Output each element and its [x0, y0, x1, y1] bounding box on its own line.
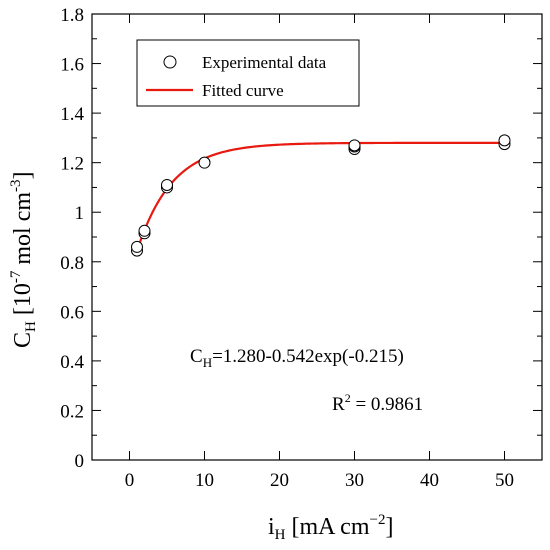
legend-marker-experimental — [163, 55, 177, 69]
data-point — [131, 240, 143, 253]
legend-label-fitted: Fitted curve — [202, 81, 284, 100]
x-tick-label: 40 — [420, 470, 439, 491]
legend: Experimental data Fitted curve — [136, 39, 360, 107]
y-tick-label: 0.6 — [60, 302, 84, 323]
y-tick-label: 1.8 — [60, 5, 84, 26]
x-tick-label: 30 — [345, 470, 364, 491]
axis-ticks — [92, 13, 542, 461]
y-tick-label: 1 — [75, 203, 85, 224]
x-axis-label: iH [mA cm−2] — [268, 512, 393, 543]
x-tick-label: 10 — [195, 470, 214, 491]
legend-box — [136, 39, 360, 107]
y-tick-label: 0 — [75, 451, 85, 472]
y-tick-label: 1.2 — [60, 154, 84, 175]
data-points-layer — [131, 134, 511, 257]
x-tick-label: 0 — [125, 470, 135, 491]
data-point — [498, 134, 511, 147]
legend-label-experimental: Experimental data — [202, 53, 327, 72]
data-point — [138, 224, 151, 237]
r-squared-annotation: R2 = 0.9861 — [332, 391, 423, 415]
y-axis-label: CH [10-7 mol cm-3] — [8, 171, 39, 348]
y-tick-label: 0.2 — [60, 401, 84, 422]
data-point — [348, 139, 361, 152]
fitted-curve-line — [135, 141, 505, 252]
y-tick-label: 1.4 — [60, 104, 84, 125]
y-tick-label: 1.6 — [60, 55, 84, 76]
data-point — [198, 156, 211, 169]
tick-labels: 0 10 20 30 40 50 0 0.2 0.4 0.6 0.8 1 1.2 1.4 1.6 1.8 — [60, 5, 514, 491]
x-tick-label: 20 — [270, 470, 289, 491]
y-tick-label: 0.8 — [60, 253, 84, 274]
x-tick-label: 50 — [495, 470, 514, 491]
data-point — [161, 178, 173, 191]
fitted-curve-layer — [135, 141, 505, 252]
y-tick-label: 0.4 — [60, 352, 84, 373]
equation-annotation: CH=1.280-0.542exp(-0.215) — [190, 346, 404, 370]
